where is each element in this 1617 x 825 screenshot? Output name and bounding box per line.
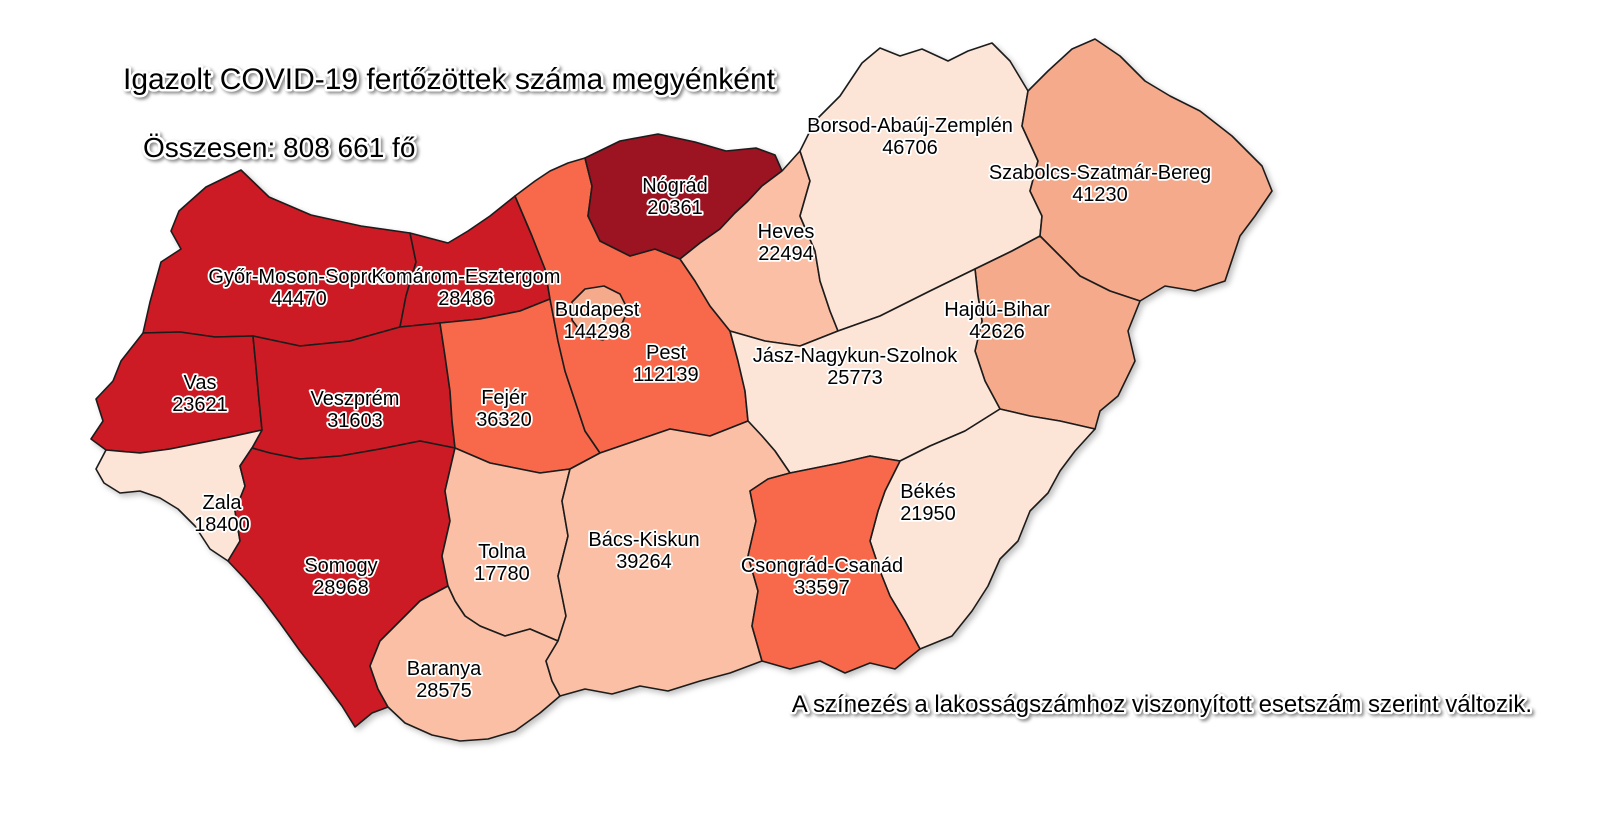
county-value-tolna: 17780 [474,563,530,585]
county-name-nograd: Nógrád [642,175,708,197]
county-name-csongrad-csanad: Csongrád-Csanád [741,555,903,577]
county-value-heves: 22494 [758,243,814,265]
county-value-bekes: 21950 [900,503,956,525]
county-value-csongrad-csanad: 33597 [794,577,850,599]
county-name-budapest: Budapest [555,299,640,321]
county-value-budapest: 144298 [564,321,631,343]
county-shape-szabolcs-szatmar-bereg [1021,38,1273,302]
county-name-veszprem: Veszprém [311,388,400,410]
county-value-gyor-moson-sopron: 44470 [271,288,327,310]
county-name-baranya: Baranya [407,658,482,680]
county-shape-gyor-moson-sopron [142,169,417,347]
county-shape-bacs-kiskun [545,420,791,697]
map-title: Igazolt COVID-19 fertőzöttek száma megyé… [123,63,776,96]
county-name-borsod-abauj-zemplen: Borsod-Abaúj-Zemplén [807,115,1013,137]
color-scale-footnote: A színezés a lakosságszámhoz viszonyítot… [792,691,1532,718]
county-value-szabolcs-szatmar-bereg: 41230 [1072,184,1128,206]
county-shape-csongrad-csanad [747,455,921,674]
county-value-baranya: 28575 [416,680,472,702]
county-name-gyor-moson-sopron: Győr-Moson-Sopron [208,266,389,288]
county-name-hajdu-bihar: Hajdú-Bihar [944,299,1050,321]
county-value-jasz-nagykun-szolnok: 25773 [827,367,883,389]
county-name-somogy: Somogy [304,555,377,577]
county-value-borsod-abauj-zemplen: 46706 [882,137,938,159]
county-name-zala: Zala [203,492,243,514]
county-value-zala: 18400 [194,514,250,536]
county-name-szabolcs-szatmar-bereg: Szabolcs-Szatmár-Bereg [989,162,1211,184]
county-value-nograd: 20361 [647,197,703,219]
county-value-pest: 112139 [633,364,698,386]
county-value-bacs-kiskun: 39264 [616,551,672,573]
county-value-somogy: 28968 [313,577,369,599]
county-name-jasz-nagykun-szolnok: Jász-Nagykun-Szolnok [753,345,959,367]
county-name-heves: Heves [758,221,815,243]
county-shapes-layer [90,38,1273,742]
county-labels-layer: Győr-Moson-Sopron 44470 Komárom-Esztergo… [170,113,1213,704]
county-value-fejer: 36320 [476,409,532,431]
county-value-komarom-esztergom: 28486 [438,288,494,310]
county-value-vas: 23621 [172,394,228,416]
county-value-veszprem: 31603 [327,410,383,432]
county-name-komarom-esztergom: Komárom-Esztergom [372,266,561,288]
county-name-vas: Vas [184,372,217,394]
county-name-bekes: Békés [900,481,956,503]
county-name-bacs-kiskun: Bács-Kiskun [588,529,699,551]
county-shape-baranya [369,585,561,742]
county-name-fejer: Fejér [481,387,527,409]
county-name-tolna: Tolna [478,541,527,563]
county-value-hajdu-bihar: 42626 [969,321,1025,343]
headers-layer: Igazolt COVID-19 fertőzöttek száma megyé… [121,61,1535,721]
total-count-label: Összesen: 808 661 fő [143,132,415,163]
county-shape-budapest [571,285,629,341]
county-name-pest: Pest [646,342,686,364]
